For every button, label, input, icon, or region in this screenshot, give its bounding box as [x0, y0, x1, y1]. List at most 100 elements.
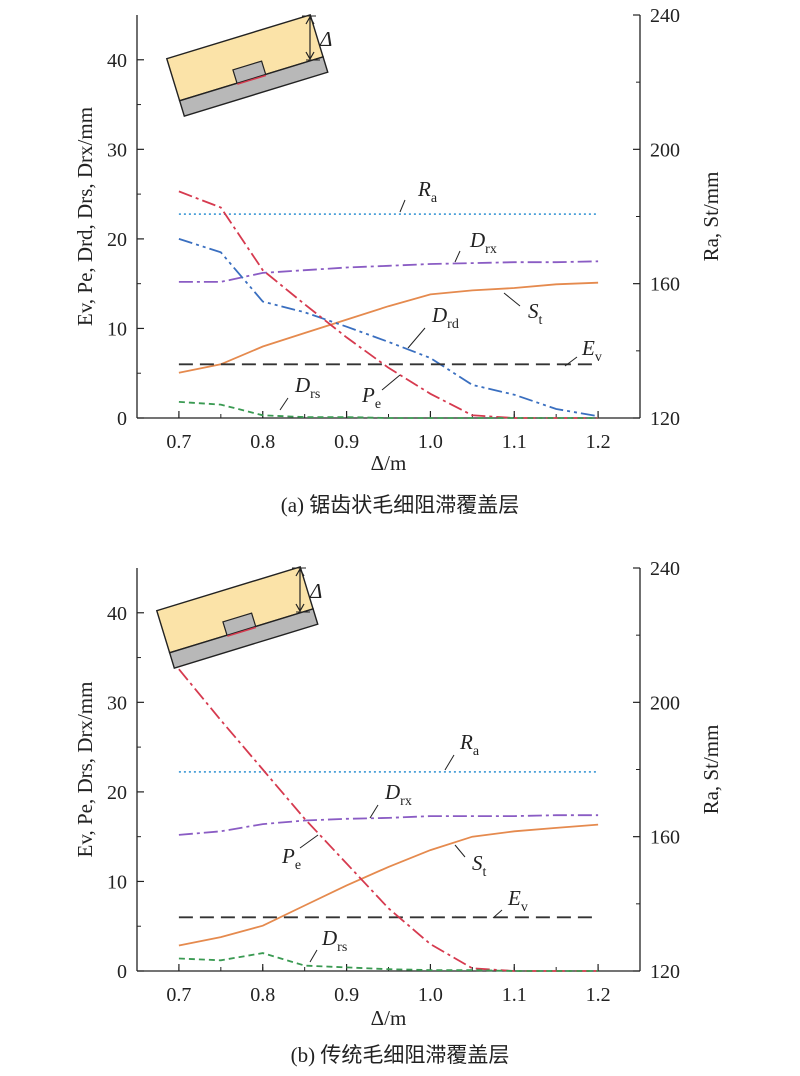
label-leader [564, 356, 578, 367]
x-tick-label: 1.0 [418, 984, 443, 1006]
inset-interface [227, 626, 257, 637]
y-right-tick-label: 240 [650, 558, 680, 580]
curve-label-main: D [321, 926, 337, 950]
inset-interface [237, 74, 267, 85]
y-right-tick-label: 160 [650, 274, 680, 296]
inset-arrow-head-down [305, 51, 315, 61]
series-line-drx [178, 260, 599, 283]
series-line-st [178, 281, 599, 374]
curve-label-sub: e [375, 397, 381, 412]
chart-panel-a: 0.7 0.8 0.9 1.0 1.1 1.2 0 10 20 30 40 120 160 200 240 R… [73, 5, 723, 517]
x-tick-label: 1.1 [502, 984, 527, 1006]
curve-label-main: R [417, 177, 431, 201]
curve-label-main: P [281, 844, 295, 868]
curve-label-drd: Drd [431, 303, 459, 332]
curve-label-st: St [528, 299, 543, 328]
curve-label-drs: Drs [321, 926, 347, 955]
curve-label-ra: Ra [459, 730, 480, 759]
y-right-tick-label: 200 [650, 692, 680, 714]
curve-label-sub: rx [485, 242, 497, 257]
y-right-tick-label: 240 [650, 5, 680, 27]
x-tick-label: 1.2 [586, 431, 611, 453]
curve-label-ev: Ev [581, 336, 602, 365]
label-leader [279, 397, 289, 411]
curve-label-main: D [294, 373, 310, 397]
inset-bump [232, 60, 267, 84]
curve-label-drs: Drs [294, 373, 320, 402]
curve-label-main: D [431, 303, 447, 327]
series-line-drs [178, 401, 599, 419]
figure-caption: (b) 传统毛细阻滞覆盖层 [291, 1043, 510, 1067]
label-leader [492, 909, 503, 919]
x-tick-label: 0.8 [250, 984, 275, 1006]
series-line-drd [178, 238, 599, 418]
curve-label-pe: Pe [361, 383, 381, 412]
curve-label-sub: a [431, 191, 438, 206]
curve-label-sub: t [539, 313, 543, 328]
curve-label-sub: rd [447, 317, 459, 332]
label-leader [299, 834, 319, 849]
label-leader [369, 804, 379, 819]
x-tick-label: 1.2 [586, 984, 611, 1006]
y-tick-label: 10 [107, 318, 127, 340]
inset-bump [222, 612, 257, 636]
x-tick-label: 0.9 [334, 431, 359, 453]
label-leader [454, 844, 466, 858]
x-tick-label: 0.8 [250, 431, 275, 453]
curve-label-sub: e [295, 858, 301, 873]
label-leader [309, 949, 318, 963]
y-tick-label: 30 [107, 139, 127, 161]
curve-label-main: E [581, 336, 595, 360]
y-tick-label: 40 [107, 603, 127, 625]
y-right-tick-label: 200 [650, 139, 680, 161]
inset-delta-label: Δ [319, 27, 332, 51]
curve-label-pe: Pe [281, 844, 301, 873]
curve-label-main: D [469, 228, 485, 252]
label-leader [407, 327, 426, 349]
figure-caption: (a) 锯齿状毛细阻滞覆盖层 [281, 493, 520, 517]
curve-label-main: D [384, 780, 400, 804]
inset-arrow-head-down [295, 603, 305, 613]
series-line-st [178, 823, 599, 947]
curve-label-main: R [459, 730, 473, 754]
y-tick-label: 30 [107, 692, 127, 714]
curve-label-main: E [507, 886, 521, 910]
curve-label-sub: v [595, 350, 602, 365]
x-tick-label: 1.1 [502, 431, 527, 453]
y-tick-label: 20 [107, 782, 127, 804]
curve-label-drx: Drx [384, 780, 412, 809]
inset-delta-label: Δ [309, 579, 322, 603]
y-axis-title-right: Ra, St/mm [699, 172, 723, 262]
y-tick-label: 0 [117, 961, 127, 983]
curve-label-main: S [472, 851, 483, 875]
y-right-tick-label: 160 [650, 827, 680, 849]
x-tick-label: 0.9 [334, 984, 359, 1006]
x-tick-label: 0.7 [166, 984, 191, 1006]
curve-label-ra: Ra [417, 177, 438, 206]
curve-label-ev: Ev [507, 886, 528, 915]
series-line-drs [178, 952, 599, 972]
curve-label-sub: rs [310, 387, 320, 402]
curve-label-sub: a [473, 744, 480, 759]
inset-arrow-head-up [295, 567, 305, 577]
series-line-pe [178, 668, 599, 972]
curve-label-sub: rs [337, 940, 347, 955]
x-axis-title: Δ/m [371, 1006, 407, 1030]
label-leader [399, 199, 406, 213]
curve-label-sub: t [483, 865, 487, 880]
y-tick-label: 20 [107, 229, 127, 251]
label-leader [381, 374, 401, 391]
curve-label-st: St [472, 851, 487, 880]
y-axis-title-right: Ra, St/mm [699, 725, 723, 815]
x-axis-title: Δ/m [371, 451, 407, 475]
inset-schematic [165, 13, 329, 117]
curve-label-main: P [361, 383, 375, 407]
inset-schematic [155, 565, 319, 669]
x-tick-label: 1.0 [418, 431, 443, 453]
y-right-tick-label: 120 [650, 408, 680, 430]
inset-arrow-head-up [305, 15, 315, 25]
curve-label-sub: rx [400, 794, 412, 809]
y-tick-label: 0 [117, 408, 127, 430]
y-tick-label: 40 [107, 50, 127, 72]
